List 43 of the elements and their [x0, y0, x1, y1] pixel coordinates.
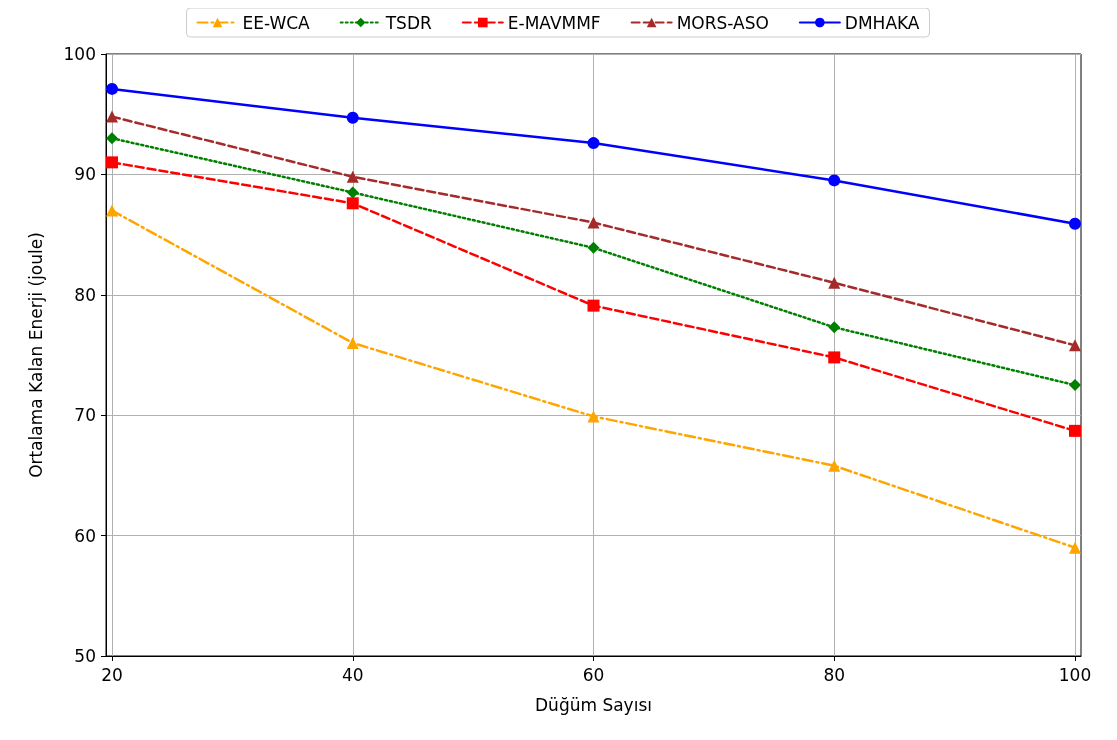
- point: [587, 216, 600, 229]
- point: [587, 137, 600, 150]
- point: [828, 276, 841, 289]
- x-axis-title: Düğüm Sayısı: [535, 694, 652, 715]
- y-tick-label: 80: [74, 284, 96, 305]
- point: [1068, 217, 1081, 230]
- x-tick-label: 80: [823, 664, 846, 685]
- legend-label: E-MAVMMF: [507, 12, 601, 33]
- point: [106, 82, 119, 95]
- point: [346, 197, 359, 210]
- point: [1068, 541, 1081, 554]
- point: [346, 336, 359, 349]
- y-tick-label: 60: [74, 525, 96, 546]
- x-tick-label: 40: [341, 664, 364, 685]
- point: [106, 132, 119, 145]
- point: [106, 204, 119, 217]
- x-tick-label: 60: [582, 664, 605, 685]
- legend-label: MORS-ASO: [676, 12, 769, 33]
- y-axis-title: Ortalama Kalan Enerji (joule): [25, 232, 46, 478]
- point: [1068, 339, 1081, 352]
- point: [587, 299, 600, 312]
- point: [587, 410, 600, 423]
- point: [346, 111, 359, 124]
- point: [1068, 424, 1081, 437]
- legend-label: DMHAKA: [844, 12, 920, 33]
- x-tick-label: 20: [101, 664, 123, 685]
- legend-label: EE-WCA: [242, 12, 311, 33]
- point: [1068, 379, 1081, 392]
- point: [346, 186, 359, 199]
- y-tick-label: 70: [74, 405, 96, 426]
- point: [828, 459, 841, 472]
- point: [587, 241, 600, 254]
- y-tick-label: 50: [74, 646, 96, 666]
- legend-label: TSDR: [384, 12, 432, 33]
- point: [106, 156, 119, 169]
- point: [828, 174, 841, 187]
- y-tick-label: 90: [74, 164, 96, 185]
- x-tick-label: 100: [1058, 664, 1092, 685]
- point: [106, 110, 119, 123]
- y-tick-label: 100: [63, 44, 96, 64]
- point: [828, 351, 841, 364]
- point: [346, 170, 359, 183]
- point: [828, 321, 841, 334]
